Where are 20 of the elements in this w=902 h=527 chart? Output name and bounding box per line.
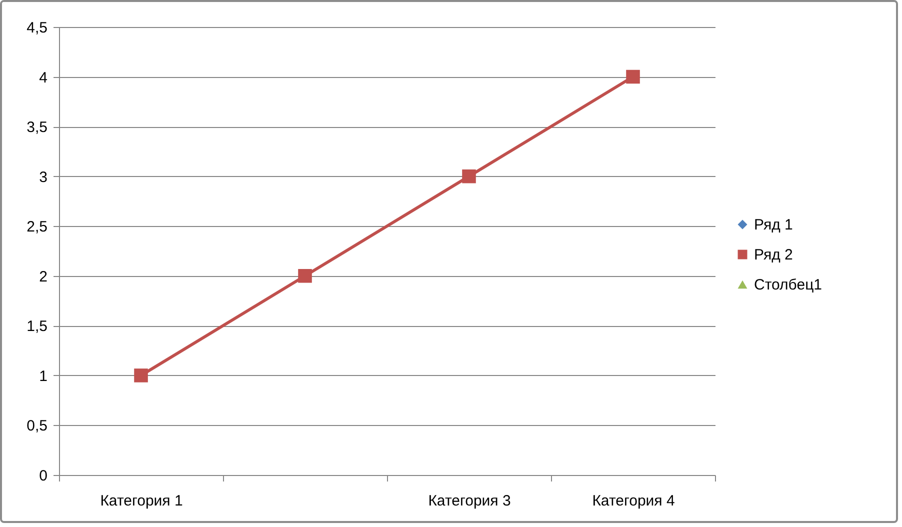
y-tick-label: 4 [39, 69, 48, 86]
y-tick-label: 2 [39, 268, 48, 286]
point [462, 169, 476, 184]
y-tick-label: 3 [39, 168, 48, 186]
y-tick-label: 1,5 [26, 318, 48, 336]
y-tick-label: 4,5 [26, 20, 48, 36]
y-tick-label: 1 [39, 368, 48, 385]
legend-label: Ряд 2 [754, 246, 793, 264]
y-tick-label: 0 [39, 468, 48, 484]
legend-label: Ряд 1 [754, 216, 793, 234]
x-tick-label: Категория 1 [100, 492, 183, 510]
x-tick-label: Категория 4 [592, 492, 675, 510]
y-tick-label: 2,5 [26, 218, 48, 236]
point [298, 268, 312, 283]
legend-label: Столбец1 [754, 276, 822, 294]
y-tick-label: 3,5 [26, 119, 48, 136]
x-tick-label: Категория 3 [428, 492, 511, 510]
y-tick-label: 0,5 [26, 418, 48, 435]
point [134, 368, 148, 382]
point [626, 70, 640, 84]
